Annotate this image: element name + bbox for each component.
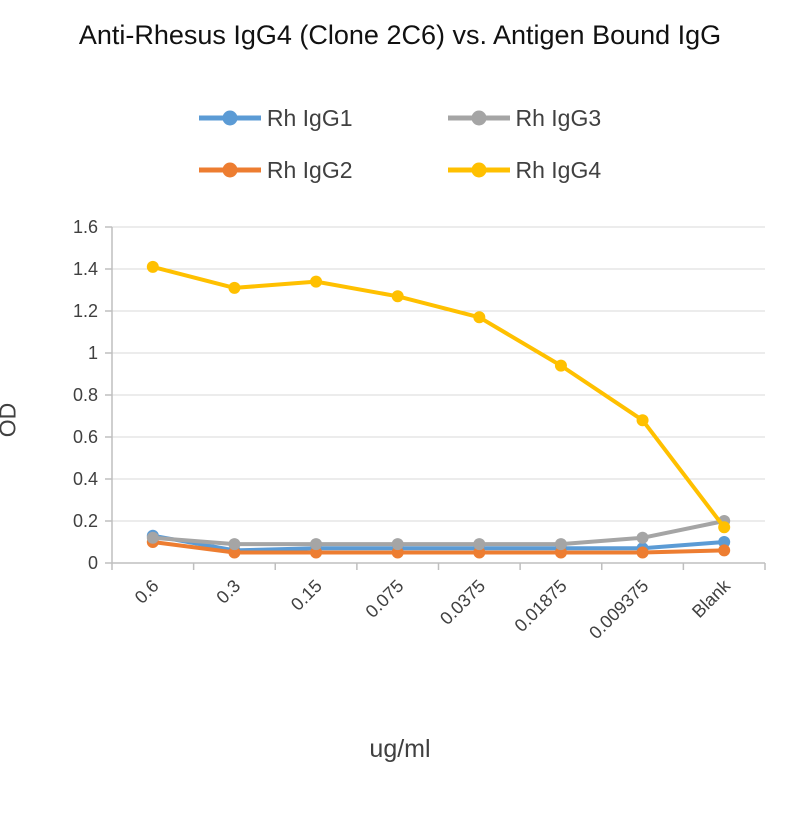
x-tick-label: 0.3 (212, 576, 244, 608)
legend-marker-icon (447, 110, 510, 126)
series-line-rh-igg1 (150, 533, 727, 553)
legend-item-rh-igg2: Rh IgG2 (198, 151, 353, 189)
x-tick-label: 0.009375 (585, 576, 652, 643)
legend-label: Rh IgG1 (266, 104, 353, 131)
legend-marker-icon (447, 162, 510, 178)
x-axis-title: ug/ml (369, 735, 431, 763)
series-line-rh-igg2 (150, 540, 727, 555)
y-tick-label: 1.4 (73, 259, 98, 279)
data-point (554, 538, 567, 551)
data-point (473, 311, 486, 324)
data-point (310, 546, 323, 559)
series-line-rh-igg4 (150, 264, 727, 530)
data-point (228, 538, 241, 551)
chart-legend: Rh IgG1 Rh IgG2 Rh IgG3 Rh IgG4 (0, 99, 800, 189)
legend-label: Rh IgG4 (515, 156, 602, 183)
legend-item-rh-igg4: Rh IgG4 (447, 151, 602, 189)
legend-item-rh-igg1: Rh IgG1 (198, 99, 353, 137)
data-point (473, 538, 486, 551)
data-point (473, 546, 486, 559)
x-tick-label: 0.6 (131, 576, 163, 608)
y-axis-title: OD (0, 402, 21, 438)
data-point (636, 414, 649, 427)
chart-area: 0 0.2 0.4 0.6 0.8 1 1.2 1.4 1.6 0.6 0.3 0.15 0.075 0.… (0, 195, 800, 670)
data-point (146, 531, 159, 544)
data-point (391, 546, 404, 559)
data-point (310, 538, 323, 551)
data-point (228, 546, 241, 559)
legend-item-rh-igg3: Rh IgG3 (447, 99, 602, 137)
x-tick-label: 0.15 (287, 576, 326, 615)
x-tick-label: 0.0375 (436, 576, 489, 629)
series-line-rh-igg3 (150, 519, 727, 547)
data-point (718, 544, 731, 557)
y-tick-label: 0.6 (73, 427, 98, 447)
line-chart: 0 0.2 0.4 0.6 0.8 1 1.2 1.4 1.6 0.6 0.3 0.15 0.075 0.… (73, 217, 766, 643)
data-point (718, 521, 731, 534)
data-point (310, 275, 323, 288)
data-point (228, 281, 241, 294)
data-point (636, 546, 649, 559)
data-point (636, 531, 649, 544)
data-point (554, 359, 567, 372)
y-tick-label: 0.4 (73, 469, 98, 489)
legend-label: Rh IgG2 (266, 156, 353, 183)
x-tick-label: Blank (688, 575, 735, 622)
data-point (391, 538, 404, 551)
y-tick-label: 0 (88, 553, 98, 573)
y-tick-label: 1 (88, 343, 98, 363)
y-tick-label: 0.2 (73, 511, 98, 531)
legend-marker-icon (198, 110, 261, 126)
data-point (554, 546, 567, 559)
y-tick-label: 0.8 (73, 385, 98, 405)
data-point (391, 290, 404, 303)
x-tick-label: 0.01875 (511, 576, 571, 636)
x-tick-label: 0.075 (362, 576, 408, 622)
legend-marker-icon (198, 162, 261, 178)
chart-title: Anti-Rhesus IgG4 (Clone 2C6) vs. Antigen… (78, 20, 722, 50)
data-point (146, 260, 159, 273)
y-tick-label: 1.6 (73, 217, 98, 237)
data-point (718, 536, 731, 548)
y-tick-label: 1.2 (73, 301, 98, 321)
legend-label: Rh IgG3 (515, 104, 602, 131)
